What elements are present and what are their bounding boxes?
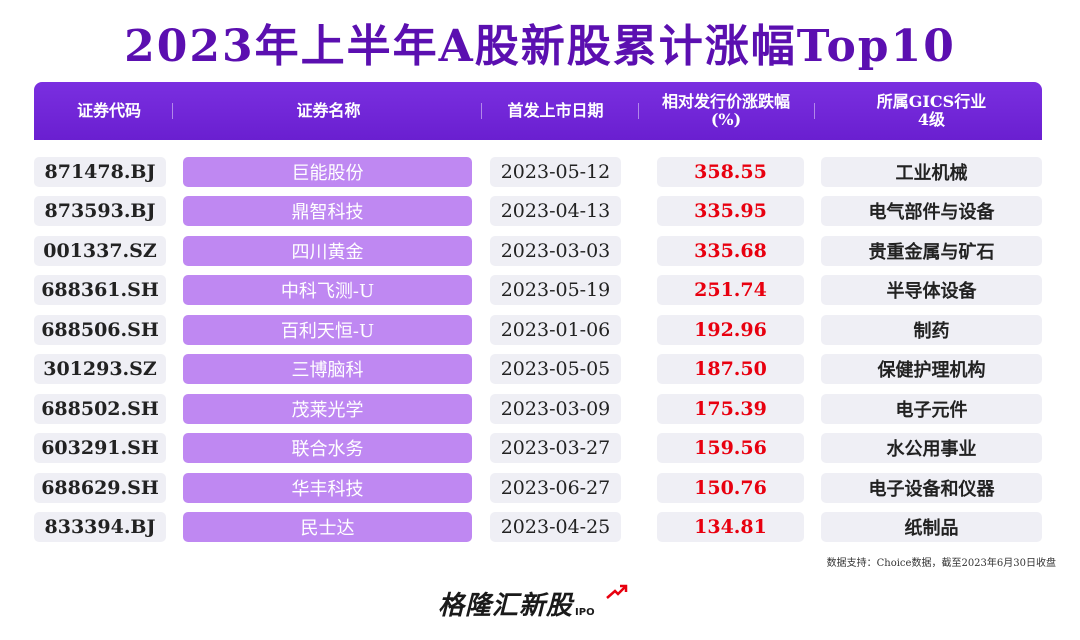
cell-industry: 贵重金属与矿石: [821, 236, 1042, 266]
cell-date: 2023-05-12: [490, 157, 621, 187]
cell-date: 2023-03-03: [490, 236, 621, 266]
header-divider: [172, 103, 173, 119]
cell-date: 2023-04-13: [490, 196, 621, 226]
cell-pct: 335.68: [657, 236, 804, 266]
cell-industry: 电子设备和仪器: [821, 473, 1042, 503]
rising-arrow-icon: [606, 584, 628, 599]
cell-pct: 150.76: [657, 473, 804, 503]
cell-name: 华丰科技: [183, 473, 472, 503]
cell-date: 2023-06-27: [490, 473, 621, 503]
cell-industry: 工业机械: [821, 157, 1042, 187]
table-row: 603291.SH 联合水务 2023-03-27 159.56 水公用事业: [0, 433, 1080, 463]
header-divider: [481, 103, 482, 119]
cell-code: 001337.SZ: [34, 236, 166, 266]
header-name: 证券名称: [296, 101, 361, 120]
header-date: 首发上市日期: [507, 101, 604, 120]
table-header: 证券代码 证券名称 首发上市日期 相对发行价涨跌幅 (%) 所属GICS行业 4…: [34, 82, 1042, 140]
cell-industry: 半导体设备: [821, 275, 1042, 305]
cell-name: 百利天恒-U: [183, 315, 472, 345]
logo-sub: IPO: [575, 607, 595, 618]
cell-code: 688502.SH: [34, 394, 166, 424]
table-row: 688502.SH 茂莱光学 2023-03-09 175.39 电子元件: [0, 394, 1080, 424]
table-row: 871478.BJ 巨能股份 2023-05-12 358.55 工业机械: [0, 157, 1080, 187]
cell-industry: 电子元件: [821, 394, 1042, 424]
table-row: 688506.SH 百利天恒-U 2023-01-06 192.96 制药: [0, 315, 1080, 345]
cell-pct: 175.39: [657, 394, 804, 424]
cell-code: 873593.BJ: [34, 196, 166, 226]
cell-name: 四川黄金: [183, 236, 472, 266]
header-pct-line1: 相对发行价涨跌幅: [661, 92, 790, 111]
cell-code: 603291.SH: [34, 433, 166, 463]
cell-date: 2023-05-05: [490, 354, 621, 384]
cell-code: 688629.SH: [34, 473, 166, 503]
cell-industry: 保健护理机构: [821, 354, 1042, 384]
cell-name: 民士达: [183, 512, 472, 542]
cell-code: 688506.SH: [34, 315, 166, 345]
cell-date: 2023-01-06: [490, 315, 621, 345]
logo-text: 格隆汇新股: [438, 591, 574, 621]
cell-pct: 358.55: [657, 157, 804, 187]
page-title: 2023年上半年A股新股累计涨幅Top10: [124, 21, 956, 72]
table-row: 001337.SZ 四川黄金 2023-03-03 335.68 贵重金属与矿石: [0, 236, 1080, 266]
header-divider: [638, 103, 639, 119]
table-row: 688361.SH 中科飞测-U 2023-05-19 251.74 半导体设备: [0, 275, 1080, 305]
cell-date: 2023-05-19: [490, 275, 621, 305]
cell-industry: 制药: [821, 315, 1042, 345]
cell-code: 688361.SH: [34, 275, 166, 305]
cell-industry: 纸制品: [821, 512, 1042, 542]
header-pct: 相对发行价涨跌幅 (%): [646, 82, 806, 140]
table-row: 301293.SZ 三博脑科 2023-05-05 187.50 保健护理机构: [0, 354, 1080, 384]
header-divider: [814, 103, 815, 119]
cell-name: 巨能股份: [183, 157, 472, 187]
header-code: 证券代码: [76, 101, 141, 120]
source-note: 数据支持：Choice数据，截至2023年6月30日收盘: [826, 558, 1056, 569]
cell-code: 301293.SZ: [34, 354, 166, 384]
cell-industry: 水公用事业: [821, 433, 1042, 463]
cell-industry: 电气部件与设备: [821, 196, 1042, 226]
table-row: 688629.SH 华丰科技 2023-06-27 150.76 电子设备和仪器: [0, 473, 1080, 503]
cell-code: 871478.BJ: [34, 157, 166, 187]
cell-name: 茂莱光学: [183, 394, 472, 424]
cell-name: 三博脑科: [183, 354, 472, 384]
cell-pct: 335.95: [657, 196, 804, 226]
cell-pct: 192.96: [657, 315, 804, 345]
cell-date: 2023-04-25: [490, 512, 621, 542]
cell-pct: 159.56: [657, 433, 804, 463]
header-industry-line2: 4级: [917, 110, 946, 129]
cell-pct: 134.81: [657, 512, 804, 542]
header-pct-line2: (%): [710, 110, 742, 129]
header-industry: 所属GICS行业 4级: [821, 82, 1042, 140]
cell-pct: 187.50: [657, 354, 804, 384]
table-row: 873593.BJ 鼎智科技 2023-04-13 335.95 电气部件与设备: [0, 196, 1080, 226]
cell-name: 鼎智科技: [183, 196, 472, 226]
table-row: 833394.BJ 民士达 2023-04-25 134.81 纸制品: [0, 512, 1080, 542]
cell-date: 2023-03-09: [490, 394, 621, 424]
cell-name: 中科飞测-U: [183, 275, 472, 305]
header-industry-line1: 所属GICS行业: [876, 92, 987, 111]
brand-logo: 格隆汇新股 IPO: [438, 582, 628, 622]
cell-pct: 251.74: [657, 275, 804, 305]
cell-date: 2023-03-27: [490, 433, 621, 463]
cell-code: 833394.BJ: [34, 512, 166, 542]
cell-name: 联合水务: [183, 433, 472, 463]
